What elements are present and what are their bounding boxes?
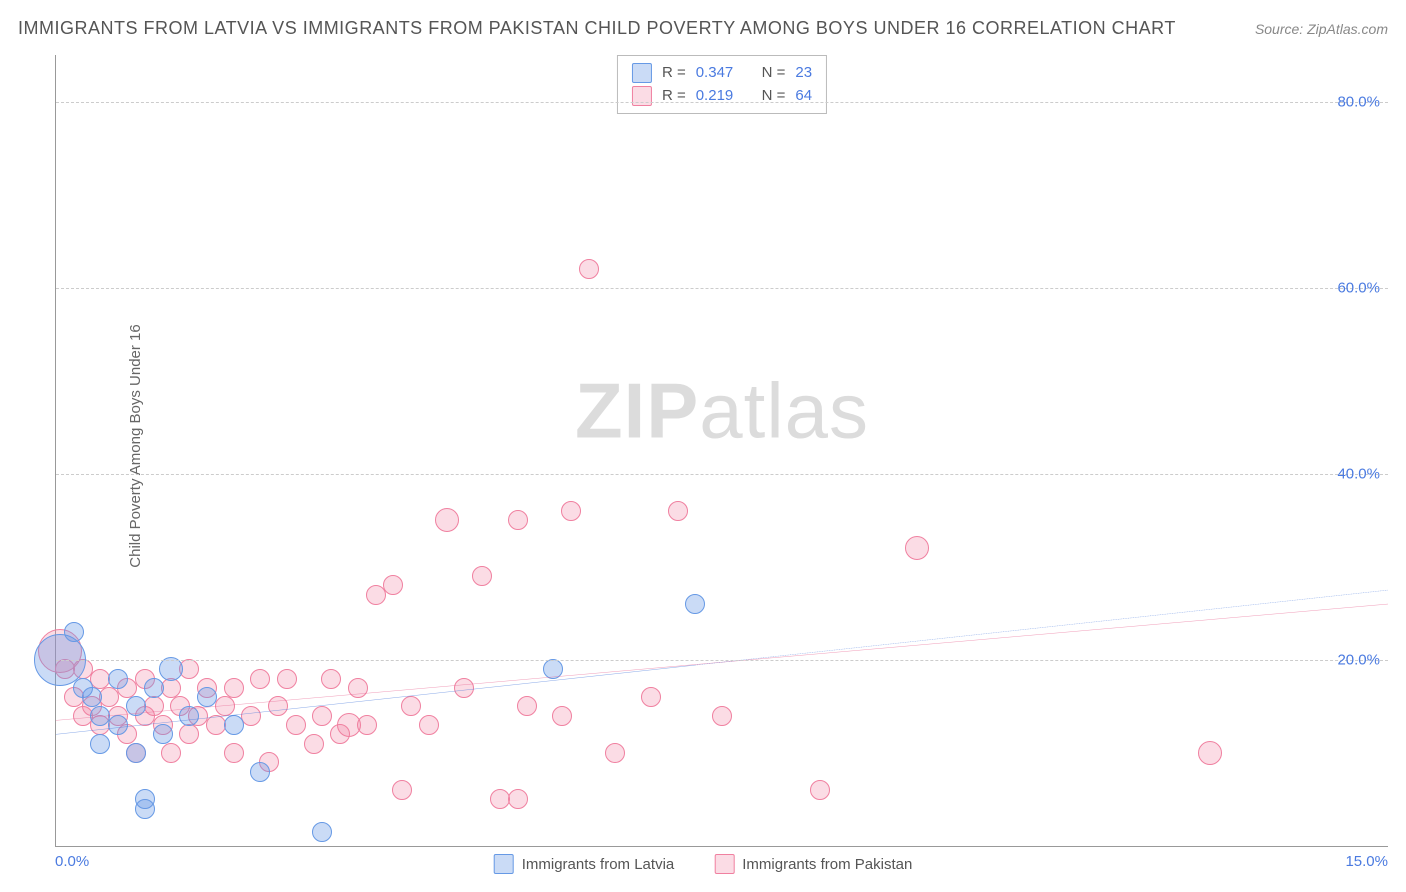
y-tick-label: 80.0% [1337, 93, 1380, 110]
trend-line [695, 590, 1388, 665]
y-tick-label: 60.0% [1337, 279, 1380, 296]
correlation-stats-box: R = 0.347 N = 23 R = 0.219 N = 64 [617, 55, 827, 114]
gridline [56, 474, 1388, 475]
x-axis-max-label: 15.0% [1345, 853, 1388, 870]
y-tick-label: 40.0% [1337, 465, 1380, 482]
swatch-latvia-icon [494, 854, 514, 874]
legend-item-pakistan: Immigrants from Pakistan [714, 854, 912, 874]
trend-line [56, 604, 1388, 720]
stats-row-latvia: R = 0.347 N = 23 [632, 62, 812, 85]
legend-item-latvia: Immigrants from Latvia [494, 854, 675, 874]
gridline [56, 288, 1388, 289]
trend-line [56, 665, 695, 734]
y-tick-label: 20.0% [1337, 651, 1380, 668]
swatch-latvia-icon [632, 63, 652, 83]
gridline [56, 660, 1388, 661]
chart-title: IMMIGRANTS FROM LATVIA VS IMMIGRANTS FRO… [18, 18, 1176, 39]
legend: Immigrants from Latvia Immigrants from P… [494, 854, 913, 874]
chart-plot-area: ZIPatlas R = 0.347 N = 23 R = 0.219 N = … [55, 55, 1388, 847]
legend-label: Immigrants from Pakistan [742, 856, 912, 873]
source-attribution: Source: ZipAtlas.com [1255, 21, 1388, 37]
swatch-pakistan-icon [632, 86, 652, 106]
stats-row-pakistan: R = 0.219 N = 64 [632, 85, 812, 108]
swatch-pakistan-icon [714, 854, 734, 874]
legend-label: Immigrants from Latvia [522, 856, 675, 873]
x-axis-min-label: 0.0% [55, 853, 89, 870]
gridline [56, 102, 1388, 103]
